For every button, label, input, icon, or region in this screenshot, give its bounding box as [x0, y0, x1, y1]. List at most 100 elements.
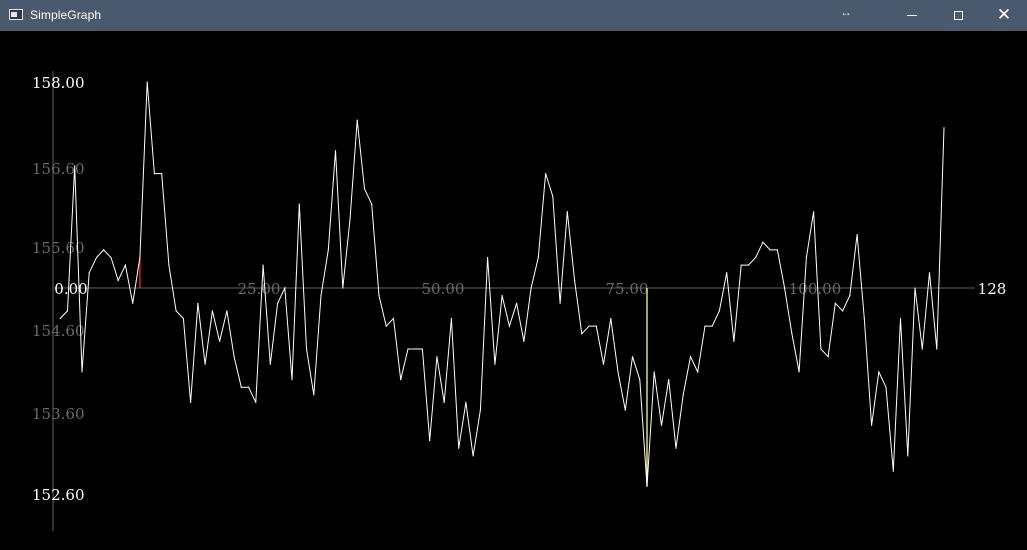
data-point	[277, 302, 279, 304]
data-point	[711, 325, 713, 327]
data-point	[805, 256, 808, 259]
title-bar[interactable]: SimpleGraph ↔ ✕	[0, 0, 1027, 31]
y-tick-label: 154.60	[32, 322, 85, 340]
maximize-button[interactable]	[935, 0, 981, 31]
data-point	[363, 188, 366, 190]
data-point	[153, 173, 155, 175]
data-point	[798, 371, 800, 373]
data-point	[400, 379, 402, 381]
close-button[interactable]: ✕	[981, 0, 1027, 31]
data-point	[878, 371, 880, 373]
data-point	[429, 440, 431, 442]
data-point	[907, 455, 909, 457]
maximize-icon	[953, 11, 963, 20]
data-point	[458, 447, 460, 449]
window-app-icon	[9, 9, 23, 20]
data-point	[421, 348, 423, 350]
data-point	[132, 302, 134, 304]
data-point	[81, 371, 83, 373]
data-point	[472, 455, 474, 457]
data-point	[219, 340, 221, 342]
data-point	[871, 424, 873, 426]
data-point	[718, 310, 721, 312]
data-point	[494, 363, 496, 365]
data-point	[849, 295, 851, 297]
data-point	[653, 371, 655, 373]
data-point	[574, 279, 576, 281]
data-point	[660, 424, 663, 426]
data-point	[784, 287, 786, 289]
data-point	[733, 340, 735, 342]
x-tick-label: 128	[978, 280, 1007, 298]
data-point	[791, 333, 793, 335]
data-point	[414, 348, 416, 350]
data-point	[566, 211, 568, 213]
y-tick-label: 156.60	[32, 160, 85, 178]
minimize-icon	[907, 15, 917, 16]
data-point	[298, 203, 300, 205]
data-point	[407, 348, 409, 350]
window-title: SimpleGraph	[30, 8, 102, 22]
data-point	[66, 310, 69, 312]
data-point	[617, 371, 619, 373]
close-icon: ✕	[996, 5, 1012, 25]
data-point	[624, 409, 626, 411]
data-point	[639, 379, 641, 381]
data-point	[378, 295, 380, 297]
data-point	[233, 356, 235, 358]
data-point	[704, 325, 706, 327]
data-point	[197, 302, 199, 304]
data-point	[776, 249, 779, 251]
data-point	[827, 356, 829, 358]
data-point	[479, 409, 481, 411]
data-point	[755, 256, 757, 259]
data-point	[436, 356, 438, 358]
data-point	[175, 310, 177, 312]
resize-arrows-icon: ↔	[840, 5, 852, 19]
data-point	[892, 470, 894, 472]
minimize-button[interactable]	[889, 0, 935, 31]
data-point	[356, 119, 358, 121]
data-point	[537, 256, 539, 259]
data-point	[675, 447, 677, 449]
y-tick-label: 155.60	[32, 239, 85, 257]
data-point	[392, 317, 395, 320]
data-point	[508, 325, 510, 327]
graph-area: 158.00 156.60 155.60 154.60 153.60 152.60 0.0…	[0, 31, 1027, 545]
data-point	[190, 401, 192, 403]
data-point	[610, 317, 612, 320]
data-point	[842, 310, 844, 312]
data-point	[146, 81, 148, 83]
data-point	[863, 317, 865, 320]
data-point	[349, 218, 351, 220]
data-point	[88, 272, 90, 274]
data-point	[545, 173, 547, 175]
data-point	[204, 363, 206, 365]
data-point	[689, 356, 692, 358]
data-point	[697, 371, 699, 373]
data-point	[168, 264, 170, 266]
data-point	[334, 150, 337, 152]
data-point	[117, 279, 119, 281]
y-tick-label: 158.00	[32, 74, 85, 92]
data-point	[443, 401, 445, 403]
data-point	[182, 317, 184, 320]
data-point	[255, 401, 257, 403]
data-point	[342, 287, 344, 289]
data-point	[74, 165, 76, 167]
data-point	[313, 394, 315, 396]
data-point	[740, 264, 742, 266]
data-point	[501, 295, 503, 297]
data-point	[305, 348, 308, 350]
data-point	[834, 302, 836, 304]
data-point	[262, 264, 264, 266]
data-point	[327, 249, 329, 251]
data-point	[885, 386, 887, 388]
data-point	[385, 325, 387, 327]
data-point	[914, 287, 916, 289]
data-point	[899, 317, 902, 320]
data-point	[284, 287, 286, 289]
data-point	[523, 340, 525, 342]
data-point	[320, 295, 322, 297]
data-point	[928, 272, 931, 274]
